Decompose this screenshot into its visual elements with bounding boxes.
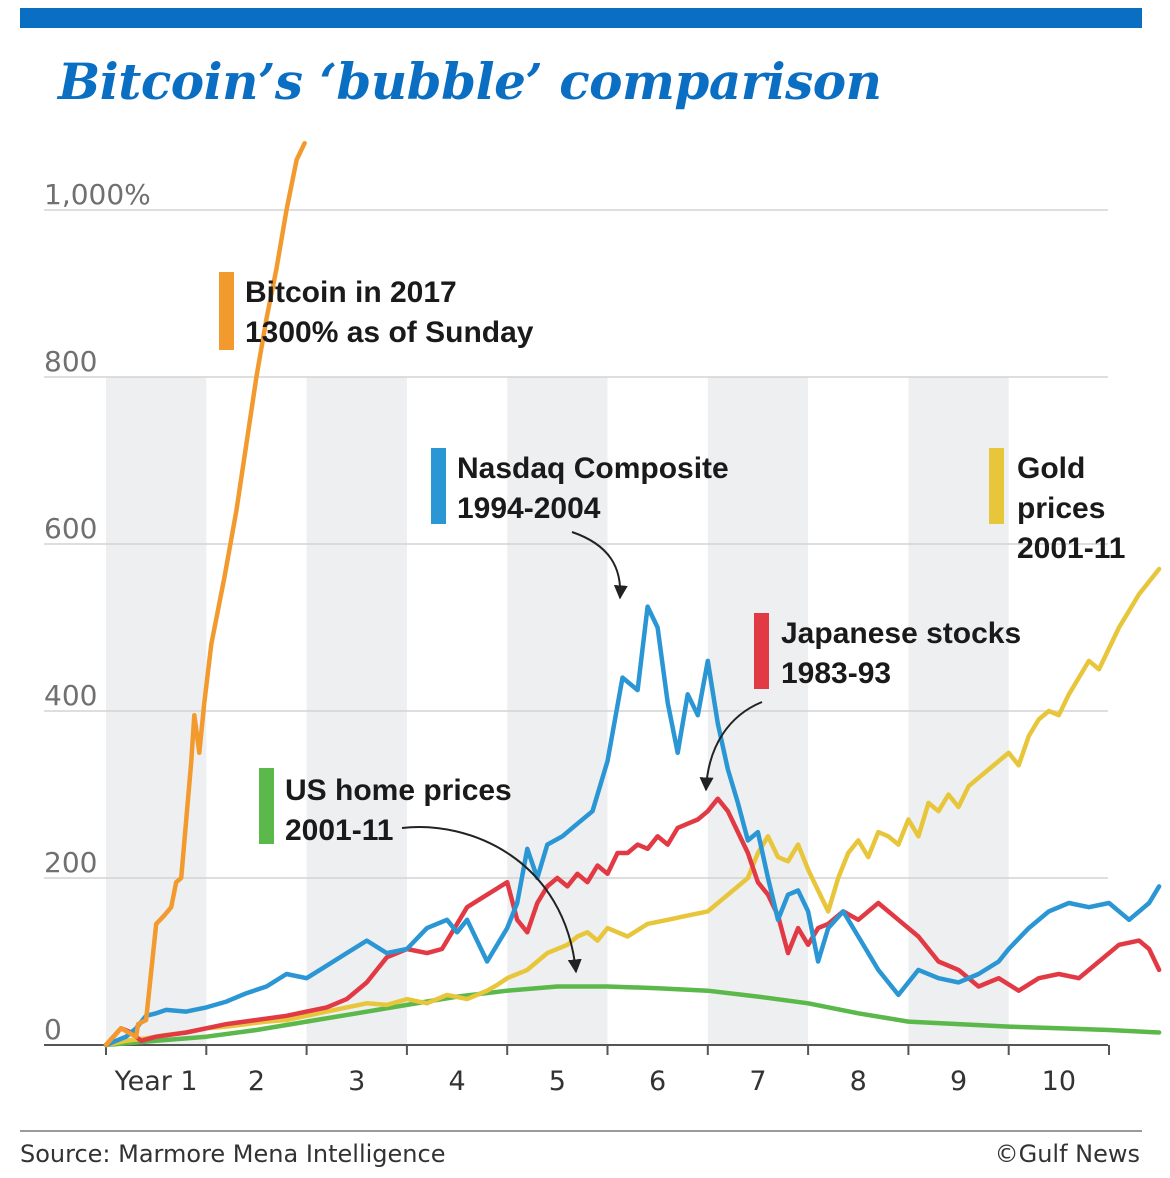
x-tick-label: 2 (248, 1066, 265, 1097)
home-label-text: US home prices (285, 774, 512, 807)
x-tick-label: 8 (850, 1066, 867, 1097)
bitcoin-label-text: Bitcoin in 2017 (245, 276, 457, 309)
y-tick-label: 400 (44, 679, 97, 712)
x-tick-label: 4 (448, 1066, 465, 1097)
home-label-bar (259, 768, 274, 844)
bitcoin-label-bar (219, 272, 234, 350)
y-tick-label: 1,000% (44, 178, 151, 211)
x-tick-label: 6 (649, 1066, 666, 1097)
x-axis: Year 1 2 3 4 5 6 7 8 9 10 (44, 1044, 1110, 1097)
x-tick-label: 10 (1042, 1066, 1076, 1097)
gold-label-text: prices (1017, 492, 1105, 525)
x-tick-label: 5 (549, 1066, 566, 1097)
japan-line (103, 796, 1162, 1048)
x-tick-label: Year 1 (114, 1066, 198, 1097)
home-arrow (401, 826, 582, 974)
series-lines (103, 140, 1162, 1048)
nasdaq-label-text: Nasdaq Composite (457, 452, 729, 485)
japan-label-text: 1983-93 (781, 657, 891, 690)
japan-label-text: Japanese stocks (781, 617, 1021, 650)
gold-line (103, 566, 1162, 1048)
nasdaq-label-text: 1994-2004 (457, 492, 601, 525)
bitcoin-line (103, 140, 307, 1048)
line-chart: 0 200 400 600 800 1,000% Year 1 2 3 4 5 6 7 8 9 10 Bit… (44, 140, 1162, 1097)
japan-label-bar (754, 613, 769, 689)
bitcoin-label-text: 1300% as of Sunday (245, 316, 534, 349)
y-axis-ticks: 0 200 400 600 800 1,000% (44, 178, 151, 1046)
y-tick-label: 200 (44, 846, 97, 879)
y-tick-label: 600 (44, 512, 97, 545)
gold-label-text: 2001-11 (1017, 532, 1125, 565)
gold-label-text: Gold (1017, 452, 1085, 485)
y-tick-label: 800 (44, 345, 97, 378)
series-labels: Bitcoin in 2017 1300% as of Sunday Nasdaq … (219, 272, 1125, 974)
japan-arrow (699, 701, 763, 792)
nasdaq-label-bar (431, 448, 446, 524)
credit-note: ©Gulf News (994, 1140, 1140, 1168)
chart-title: Bitcoin’s ‘bubble’ comparison (58, 52, 882, 111)
footer-divider (20, 1130, 1142, 1132)
home-line (103, 984, 1162, 1048)
home-label-text: 2001-11 (285, 814, 393, 847)
gold-label-bar (989, 448, 1004, 524)
nasdaq-arrow (571, 531, 628, 600)
x-tick-label: 7 (749, 1066, 766, 1097)
x-tick-label: 9 (950, 1066, 967, 1097)
brand-bar (20, 8, 1142, 28)
y-tick-label: 0 (44, 1013, 62, 1046)
source-note: Source: Marmore Mena Intelligence (20, 1140, 446, 1168)
nasdaq-line (103, 604, 1162, 1048)
x-tick-label: 3 (348, 1066, 365, 1097)
